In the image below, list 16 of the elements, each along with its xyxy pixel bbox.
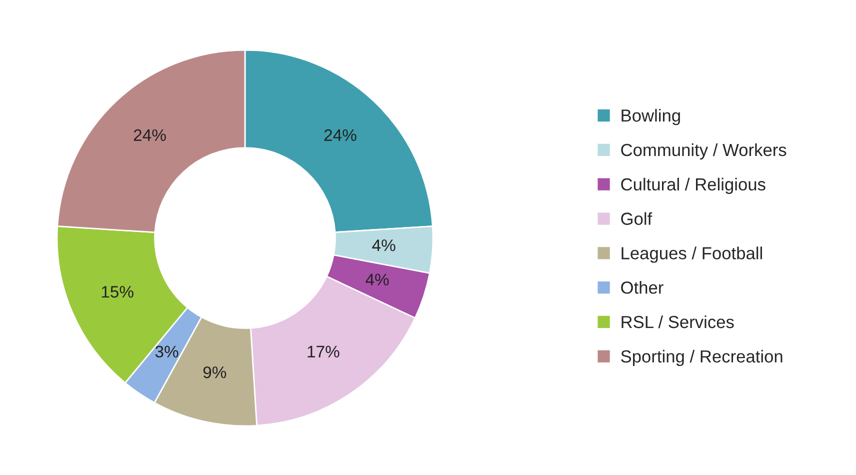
legend-label: Leagues / Football xyxy=(622,246,762,263)
data-label: 24% xyxy=(134,129,166,141)
legend-label: Other xyxy=(621,281,664,294)
legend-label: Community / Workers xyxy=(621,143,786,160)
data-label: 9% xyxy=(203,366,226,378)
legend-label: Cultural / Religious xyxy=(621,178,766,194)
legend-label: RSL / Services xyxy=(622,315,734,328)
data-label: 17% xyxy=(308,346,340,358)
data-label: 4% xyxy=(372,239,396,252)
data-label: 15% xyxy=(102,286,134,298)
legend-label: Golf xyxy=(621,212,652,225)
data-label: 4% xyxy=(366,274,389,286)
data-label: 24% xyxy=(324,129,356,141)
legend-label: Sporting / Recreation xyxy=(621,350,782,366)
legend-label: Bowling xyxy=(622,108,680,126)
data-label: 3% xyxy=(155,346,178,358)
